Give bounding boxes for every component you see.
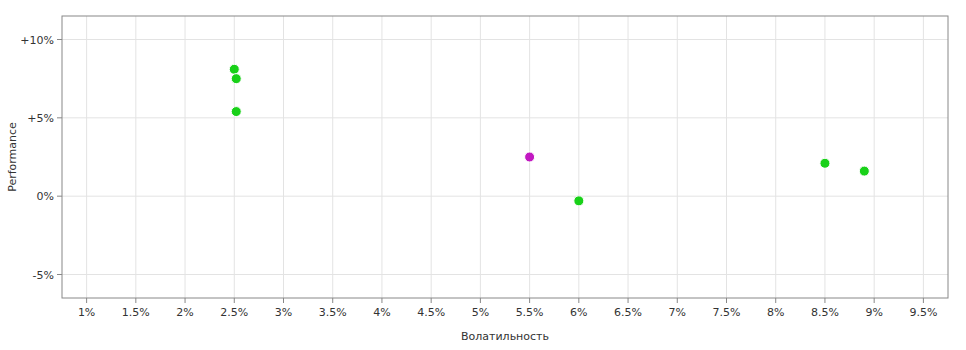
- x-tick-label: 6%: [570, 306, 587, 319]
- grid: [62, 16, 948, 298]
- x-tick-label: 1%: [78, 306, 95, 319]
- x-grid-line: [578, 16, 579, 298]
- x-tick: [431, 298, 432, 303]
- x-tick: [578, 298, 579, 303]
- x-grid-line: [628, 16, 629, 298]
- x-tick: [677, 298, 678, 303]
- plot-frame: [62, 16, 948, 298]
- x-tick-label: 4.5%: [417, 306, 445, 319]
- x-tick: [529, 298, 530, 303]
- x-axis-label: Волатильность: [461, 330, 549, 343]
- x-tick: [135, 298, 136, 303]
- x-grid-line: [824, 16, 825, 298]
- y-tick-label: -5%: [33, 269, 54, 282]
- plot-background: [62, 16, 948, 298]
- x-tick: [480, 298, 481, 303]
- y-tick: [57, 196, 62, 197]
- x-tick-label: 6.5%: [614, 306, 642, 319]
- y-grid-line: [62, 196, 948, 197]
- x-grid-line: [332, 16, 333, 298]
- chart: 1% 1.5% 2% 2.5% 3% 3.5% 4% 4.5% 5% 5.5% 6% 6.5% 7% 7.…: [0, 0, 966, 350]
- y-tick: [57, 117, 62, 118]
- x-grid-line: [677, 16, 678, 298]
- point: [820, 158, 830, 168]
- x-tick: [332, 298, 333, 303]
- x-grid-line: [874, 16, 875, 298]
- x-tick-label: 5%: [472, 306, 489, 319]
- x-tick: [283, 298, 284, 303]
- x-tick: [185, 298, 186, 303]
- x-tick-label: 2%: [176, 306, 193, 319]
- x-tick: [381, 298, 382, 303]
- point: [859, 166, 869, 176]
- x-tick-label: 9%: [865, 306, 882, 319]
- x-tick: [874, 298, 875, 303]
- x-tick: [775, 298, 776, 303]
- x-tick-label: 7%: [669, 306, 686, 319]
- y-tick-label: 0%: [37, 190, 54, 203]
- x-tick-label: 8.5%: [811, 306, 839, 319]
- point: [231, 107, 241, 117]
- x-tick: [628, 298, 629, 303]
- x-tick-label: 5.5%: [516, 306, 544, 319]
- y-grid-line: [62, 117, 948, 118]
- x-tick-label: 2.5%: [220, 306, 248, 319]
- x-grid-line: [283, 16, 284, 298]
- point: [231, 74, 241, 84]
- x-grid-line: [381, 16, 382, 298]
- y-tick: [57, 39, 62, 40]
- point: [574, 196, 584, 206]
- y-axis-label: Performance: [6, 122, 19, 192]
- x-tick-label: 4%: [373, 306, 390, 319]
- x-tick-label: 3%: [275, 306, 292, 319]
- axes: 1% 1.5% 2% 2.5% 3% 3.5% 4% 4.5% 5% 5.5% 6% 6.5% 7% 7.…: [20, 34, 937, 320]
- x-grid-line: [775, 16, 776, 298]
- x-tick-label: 8%: [767, 306, 784, 319]
- x-tick: [234, 298, 235, 303]
- x-grid-line: [135, 16, 136, 298]
- x-tick: [824, 298, 825, 303]
- y-tick-label: +5%: [27, 112, 54, 125]
- x-grid-line: [726, 16, 727, 298]
- x-tick-label: 1.5%: [122, 306, 150, 319]
- y-grid-line: [62, 39, 948, 40]
- x-grid-line: [185, 16, 186, 298]
- x-tick: [86, 298, 87, 303]
- x-grid-line: [234, 16, 235, 298]
- x-tick: [726, 298, 727, 303]
- y-tick: [57, 274, 62, 275]
- y-grid-line: [62, 274, 948, 275]
- x-grid-line: [923, 16, 924, 298]
- x-tick-label: 3.5%: [319, 306, 347, 319]
- page: {"chart_data": {"type": "scatter", "xlab…: [0, 0, 966, 350]
- y-tick-label: +10%: [20, 34, 54, 47]
- x-grid-line: [480, 16, 481, 298]
- x-grid-line: [431, 16, 432, 298]
- point: [525, 152, 535, 162]
- x-tick-label: 7.5%: [713, 306, 741, 319]
- point: [229, 64, 239, 74]
- x-tick-label: 9.5%: [909, 306, 937, 319]
- points: [229, 64, 869, 206]
- x-tick: [923, 298, 924, 303]
- x-grid-line: [86, 16, 87, 298]
